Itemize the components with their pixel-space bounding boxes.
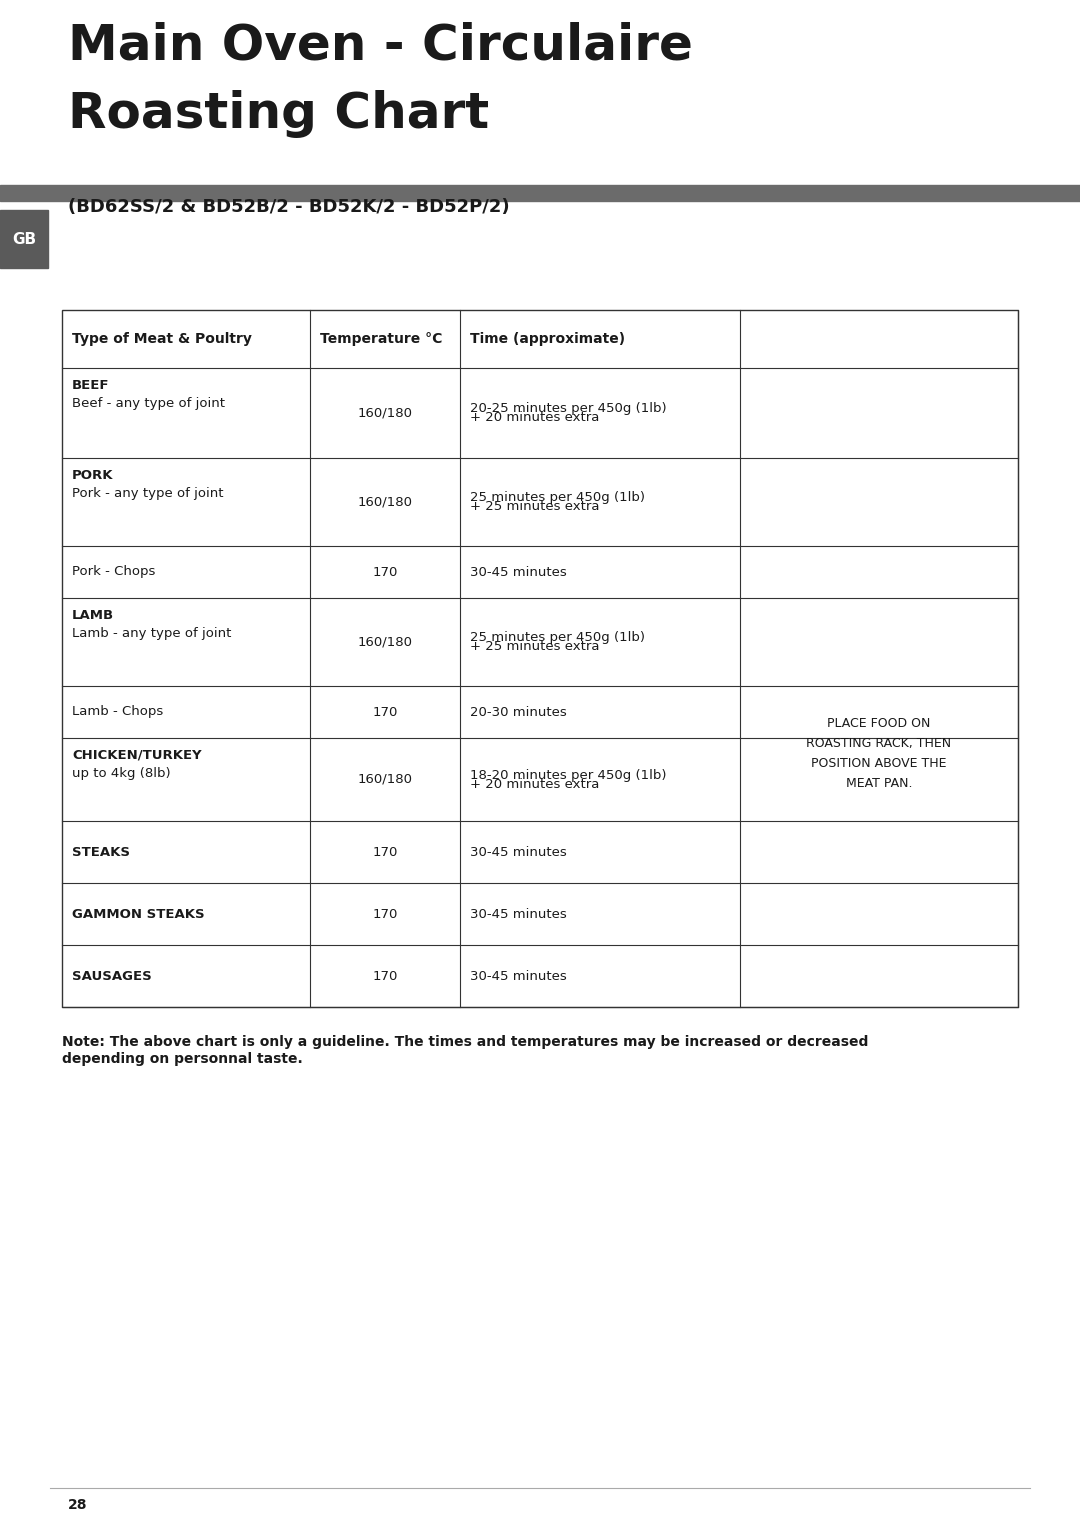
Text: + 25 minutes extra: + 25 minutes extra bbox=[470, 500, 599, 513]
Text: 30-45 minutes: 30-45 minutes bbox=[470, 565, 567, 579]
Text: Beef - any type of joint: Beef - any type of joint bbox=[72, 397, 225, 410]
Text: 25 minutes per 450g (1lb): 25 minutes per 450g (1lb) bbox=[470, 631, 645, 643]
Text: 160/180: 160/180 bbox=[357, 636, 413, 648]
Text: Main Oven - Circulaire: Main Oven - Circulaire bbox=[68, 21, 693, 70]
Text: + 25 minutes extra: + 25 minutes extra bbox=[470, 640, 599, 652]
Text: PORK: PORK bbox=[72, 469, 113, 481]
Text: Lamb - any type of joint: Lamb - any type of joint bbox=[72, 626, 231, 640]
Text: 30-45 minutes: 30-45 minutes bbox=[470, 845, 567, 859]
Text: STEAKS: STEAKS bbox=[72, 845, 130, 859]
Text: 18-20 minutes per 450g (1lb): 18-20 minutes per 450g (1lb) bbox=[470, 769, 666, 781]
Text: 25 minutes per 450g (1lb): 25 minutes per 450g (1lb) bbox=[470, 490, 645, 504]
Text: 170: 170 bbox=[373, 845, 397, 859]
Text: 170: 170 bbox=[373, 969, 397, 983]
Text: GB: GB bbox=[12, 232, 36, 246]
Text: Roasting Chart: Roasting Chart bbox=[68, 90, 489, 138]
Text: 160/180: 160/180 bbox=[357, 773, 413, 785]
Text: 28: 28 bbox=[68, 1497, 87, 1513]
Bar bbox=[0, 209, 48, 267]
Text: LAMB: LAMB bbox=[72, 610, 114, 622]
Text: Type of Meat & Poultry: Type of Meat & Poultry bbox=[72, 332, 252, 345]
Text: 20-25 minutes per 450g (1lb): 20-25 minutes per 450g (1lb) bbox=[470, 402, 666, 416]
Text: CHICKEN/TURKEY: CHICKEN/TURKEY bbox=[72, 749, 202, 762]
Text: PLACE FOOD ON
ROASTING RACK, THEN
POSITION ABOVE THE
MEAT PAN.: PLACE FOOD ON ROASTING RACK, THEN POSITI… bbox=[807, 717, 951, 790]
Text: Temperature °C: Temperature °C bbox=[320, 332, 443, 345]
Text: (BD62SS/2 & BD52B/2 - BD52K/2 - BD52P/2): (BD62SS/2 & BD52B/2 - BD52K/2 - BD52P/2) bbox=[68, 199, 510, 215]
Text: SAUSAGES: SAUSAGES bbox=[72, 969, 152, 983]
Text: 30-45 minutes: 30-45 minutes bbox=[470, 969, 567, 983]
Text: Pork - Chops: Pork - Chops bbox=[72, 565, 156, 579]
Text: 30-45 minutes: 30-45 minutes bbox=[470, 908, 567, 920]
Text: GAMMON STEAKS: GAMMON STEAKS bbox=[72, 908, 204, 920]
Text: 170: 170 bbox=[373, 565, 397, 579]
Text: Lamb - Chops: Lamb - Chops bbox=[72, 706, 163, 718]
Bar bbox=[0, 185, 1080, 202]
Text: 170: 170 bbox=[373, 706, 397, 718]
Text: BEEF: BEEF bbox=[72, 379, 109, 393]
Text: 20-30 minutes: 20-30 minutes bbox=[470, 706, 567, 718]
Text: Pork - any type of joint: Pork - any type of joint bbox=[72, 487, 224, 500]
Text: 170: 170 bbox=[373, 908, 397, 920]
Text: Time (approximate): Time (approximate) bbox=[470, 332, 625, 345]
Text: Note: The above chart is only a guideline. The times and temperatures may be inc: Note: The above chart is only a guidelin… bbox=[62, 1034, 868, 1050]
Text: depending on personnal taste.: depending on personnal taste. bbox=[62, 1051, 302, 1067]
Text: 160/180: 160/180 bbox=[357, 406, 413, 420]
Text: 160/180: 160/180 bbox=[357, 495, 413, 509]
Text: up to 4kg (8lb): up to 4kg (8lb) bbox=[72, 767, 171, 779]
Bar bbox=[62, 310, 1018, 1007]
Text: + 20 minutes extra: + 20 minutes extra bbox=[470, 778, 599, 790]
Text: + 20 minutes extra: + 20 minutes extra bbox=[470, 411, 599, 423]
